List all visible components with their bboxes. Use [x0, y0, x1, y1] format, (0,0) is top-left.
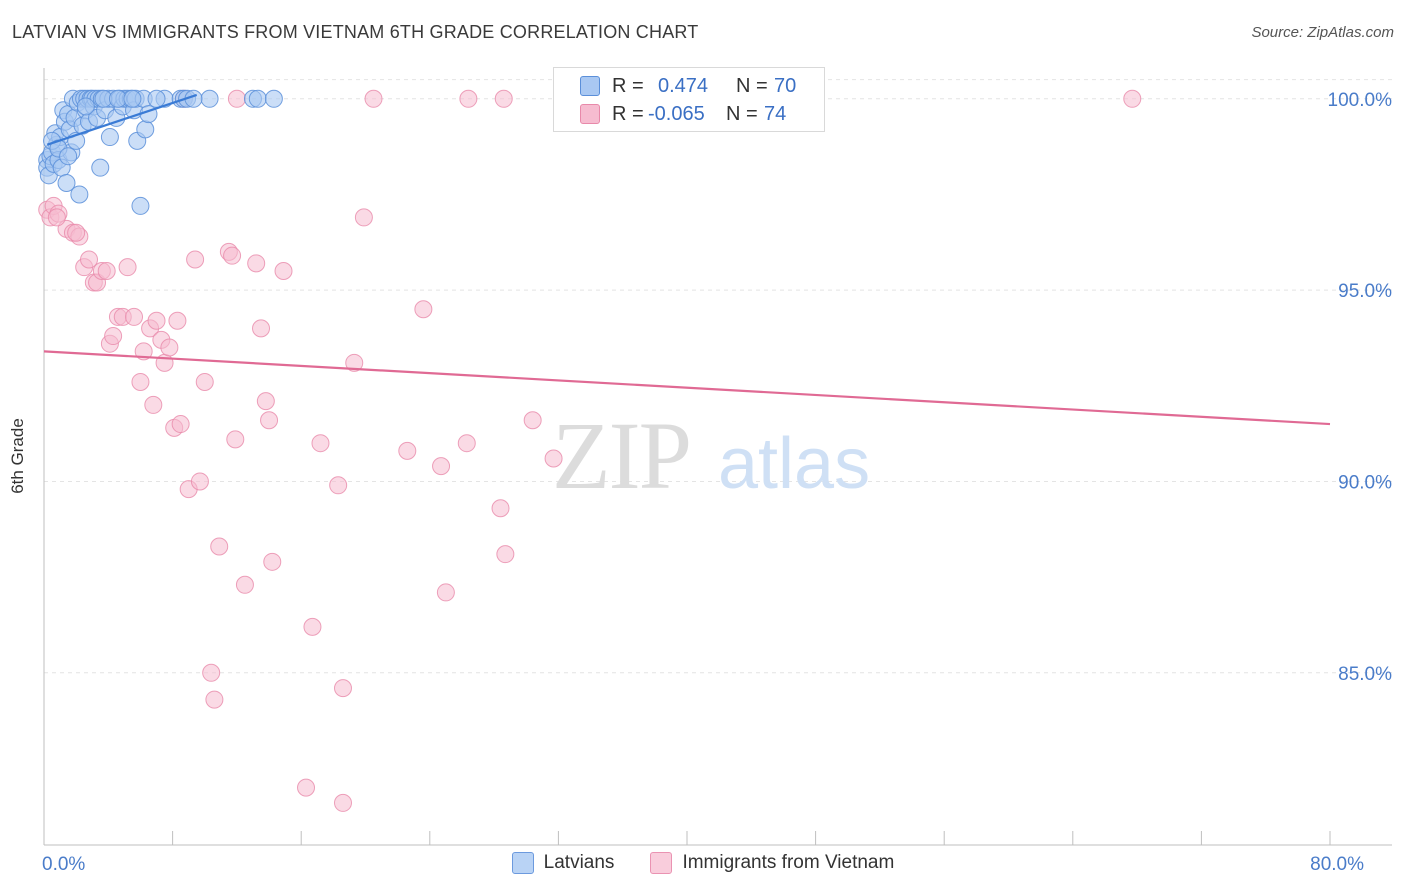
vietnam-swatch [580, 104, 600, 124]
scatter-plot: ZIP atlas 100.0%95.0%90.0%85.0%0.0% 80.0% [0, 0, 1406, 892]
watermark: ZIP atlas [552, 402, 870, 509]
data-point-latvian [71, 186, 88, 203]
data-point-vietnam [365, 90, 382, 107]
data-point-latvian [60, 148, 77, 165]
data-point-latvian [77, 98, 94, 115]
data-point-vietnam [119, 259, 136, 276]
data-point-vietnam [161, 339, 178, 356]
vietnam-swatch [650, 852, 672, 874]
data-point-vietnam [169, 312, 186, 329]
data-point-latvian [92, 159, 109, 176]
legend-row-latvians: R = 0.474 N = 70 [554, 72, 796, 100]
data-point-vietnam [248, 255, 265, 272]
data-point-vietnam [145, 396, 162, 413]
data-point-vietnam [495, 90, 512, 107]
data-point-vietnam [298, 779, 315, 796]
data-point-latvian [132, 197, 149, 214]
data-point-vietnam [203, 664, 220, 681]
data-point-vietnam [1124, 90, 1141, 107]
data-point-vietnam [257, 393, 274, 410]
legend-label: Immigrants from Vietnam [682, 852, 894, 874]
data-point-latvian [201, 90, 218, 107]
data-point-vietnam [196, 373, 213, 390]
data-point-vietnam [415, 301, 432, 318]
data-point-vietnam [261, 412, 278, 429]
data-point-vietnam [492, 500, 509, 517]
data-point-vietnam [228, 90, 245, 107]
y-tick-label: 95.0% [1338, 281, 1392, 302]
data-point-vietnam [98, 262, 115, 279]
data-point-vietnam [211, 538, 228, 555]
legend-row-vietnam: R = -0.065 N = 74 [554, 100, 786, 128]
data-point-vietnam [524, 412, 541, 429]
y-tick-label: 100.0% [1328, 90, 1393, 111]
data-point-vietnam [458, 435, 475, 452]
data-point-latvian [124, 90, 141, 107]
data-point-latvian [137, 121, 154, 138]
legend-item-vietnam: Immigrants from Vietnam [650, 852, 894, 874]
r-label: R = [612, 75, 644, 98]
data-point-vietnam [191, 473, 208, 490]
r-value: 0.474 [644, 75, 736, 98]
data-point-vietnam [399, 442, 416, 459]
data-point-latvian [265, 90, 282, 107]
latvian-swatch [512, 852, 534, 874]
r-value: -0.065 [644, 103, 726, 126]
data-point-vietnam [148, 312, 165, 329]
data-point-vietnam [132, 373, 149, 390]
data-point-vietnam [334, 680, 351, 697]
data-point-vietnam [172, 416, 189, 433]
n-value: 70 [774, 75, 796, 98]
data-point-vietnam [236, 576, 253, 593]
legend-item-latvians: Latvians [512, 852, 615, 874]
data-point-vietnam [206, 691, 223, 708]
latvian-swatch [580, 76, 600, 96]
watermark-atlas: atlas [718, 424, 870, 504]
data-point-vietnam [68, 224, 85, 241]
data-point-vietnam [497, 546, 514, 563]
n-label: N = [726, 103, 764, 126]
data-point-vietnam [355, 209, 372, 226]
watermark-zip: ZIP [552, 402, 690, 509]
data-point-vietnam [312, 435, 329, 452]
data-point-vietnam [227, 431, 244, 448]
legend-label: Latvians [544, 852, 615, 874]
series-legend: Latvians Immigrants from Vietnam [0, 852, 1406, 874]
data-point-vietnam [48, 209, 65, 226]
data-point-vietnam [253, 320, 270, 337]
n-value: 74 [764, 103, 786, 126]
data-point-vietnam [126, 308, 143, 325]
data-point-latvian [249, 90, 266, 107]
n-label: N = [736, 75, 774, 98]
r-label: R = [612, 103, 644, 126]
data-point-vietnam [334, 794, 351, 811]
data-point-vietnam [224, 247, 241, 264]
data-point-vietnam [460, 90, 477, 107]
data-point-vietnam [105, 328, 122, 345]
y-tick-label: 90.0% [1338, 472, 1392, 493]
y-tick-label: 85.0% [1338, 664, 1392, 685]
data-point-vietnam [545, 450, 562, 467]
correlation-legend: R = 0.474 N = 70 R = -0.065 N = 74 [553, 67, 825, 132]
data-point-vietnam [264, 553, 281, 570]
data-point-vietnam [330, 477, 347, 494]
data-point-vietnam [275, 262, 292, 279]
latvian-points [39, 90, 283, 214]
data-point-vietnam [437, 584, 454, 601]
data-point-vietnam [187, 251, 204, 268]
data-point-vietnam [304, 618, 321, 635]
data-point-latvian [101, 129, 118, 146]
data-point-latvian [148, 90, 165, 107]
data-point-vietnam [433, 458, 450, 475]
